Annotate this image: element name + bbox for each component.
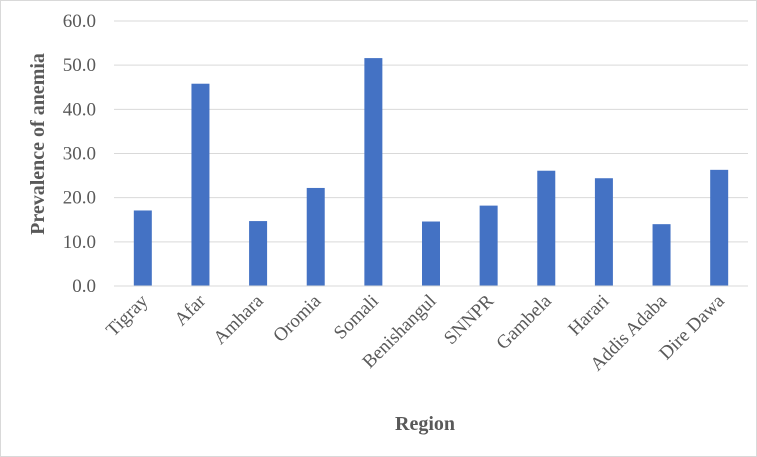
gridlines	[114, 20, 748, 243]
x-axis-title: Region	[395, 413, 455, 435]
bar-amhara	[249, 221, 268, 286]
bar-afar	[191, 83, 210, 286]
x-tick-label: SNNPR	[440, 290, 498, 348]
bar-harari	[594, 178, 613, 286]
y-tick-label: 30.0	[63, 144, 96, 165]
x-tick-label: Somali	[330, 291, 383, 344]
y-tick-label: 0.0	[72, 276, 96, 297]
x-tick-label: Oromia	[269, 290, 325, 346]
y-axis-ticks: 0.0 10.0 20.0 30.0 40.0 50.0 60.0	[63, 11, 96, 297]
bar-benishangul	[422, 221, 440, 286]
x-tick-label: Harari	[564, 291, 613, 340]
bar-dire-dawa	[710, 169, 729, 286]
x-tick-label: Afar	[171, 290, 211, 330]
bars	[133, 58, 729, 286]
bar-addis-adaba	[652, 224, 671, 286]
y-axis-title: Prevalence of anemia	[27, 53, 49, 235]
x-tick-label: Amhara	[210, 290, 269, 349]
y-tick-label: 40.0	[63, 99, 96, 120]
y-tick-label: 60.0	[63, 11, 96, 32]
x-tick-label: Tigray	[102, 290, 153, 341]
bar-tigray	[133, 210, 152, 286]
bar-somali	[364, 58, 383, 286]
bar-gambela	[537, 170, 556, 286]
y-tick-label: 50.0	[63, 55, 96, 76]
y-tick-label: 20.0	[63, 188, 96, 209]
bar-oromia	[306, 187, 325, 286]
bar-snnpr	[479, 205, 498, 286]
x-tick-label: Gambela	[492, 290, 556, 354]
y-tick-label: 10.0	[63, 232, 96, 253]
